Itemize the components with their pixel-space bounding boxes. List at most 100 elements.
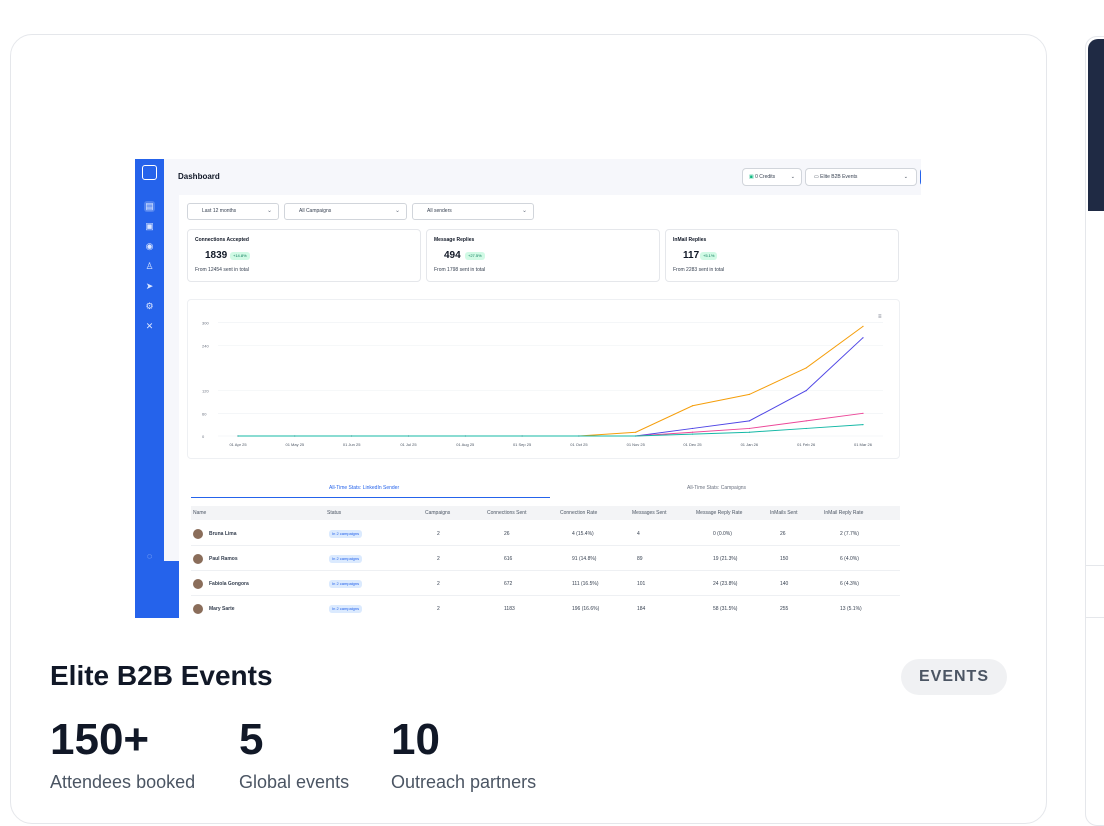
- preview-sidebar: ▤ ▣ ◉ ♙ ➤ ⚙ ✕ ◌: [135, 159, 164, 618]
- x-tick-label: 01 May 25: [285, 442, 304, 447]
- metric-events: 5 Global events: [239, 714, 349, 793]
- data-point: [691, 431, 694, 433]
- tab-linkedin-sender: All-Time Stats: LinkedIn Sender: [329, 485, 400, 491]
- profile-nav-icon: ◉: [145, 241, 154, 251]
- table-cell: 255: [780, 606, 789, 612]
- stat-label: InMail Replies: [673, 237, 707, 243]
- status-badge: In 2 campaigns: [329, 605, 363, 613]
- series-line: [238, 412, 864, 437]
- data-point: [748, 393, 750, 396]
- filter-label: Last 12 months: [202, 208, 237, 214]
- table-cell: 26: [780, 531, 786, 537]
- data-point: [578, 435, 580, 437]
- data-point: [294, 435, 296, 437]
- row-divider: [191, 545, 900, 546]
- data-point: [407, 435, 410, 437]
- stat-label: Connections Accepted: [195, 237, 249, 243]
- data-point: [691, 427, 694, 430]
- briefcase-icon: ▭: [814, 174, 821, 180]
- chevron-down-icon: ⌄: [394, 208, 400, 214]
- chevron-down-icon: ⌄: [903, 174, 908, 180]
- table-cell: 184: [637, 606, 646, 612]
- filter-label: All Campaigns: [299, 208, 332, 214]
- table-cell: 4 (15.4%): [572, 531, 594, 537]
- metric-value: 150+: [50, 715, 150, 764]
- stat-card: InMail Replies 117 +5.1% From 2283 sent …: [665, 229, 899, 282]
- avatar: [193, 579, 203, 589]
- x-tick-label: 01 Mar 26: [854, 442, 873, 447]
- adjacent-card-image: [1088, 39, 1104, 211]
- series-line: [238, 337, 864, 437]
- x-tick-label: 01 Jul 25: [400, 442, 417, 447]
- status-badge: In 2 campaigns: [329, 580, 363, 588]
- table-cell: 89: [637, 556, 643, 562]
- dashboard-nav-icon: ▤: [144, 201, 155, 212]
- data-point: [635, 431, 637, 433]
- stat-value: 117: [683, 250, 700, 261]
- table-cell: 196 (16.6%): [572, 606, 600, 612]
- preview-main: Last 12 months ⌄ All Campaigns ⌄ All sende…: [179, 195, 921, 618]
- workspace-label: Elite B2B Events: [820, 174, 858, 180]
- send-nav-icon: ➤: [145, 281, 154, 291]
- dashboard-screenshot: ▤ ▣ ◉ ♙ ➤ ⚙ ✕ ◌ Dashboard ▣ 0 Credits ⌄ …: [135, 159, 921, 618]
- metric-attendees: 150+ Attendees booked: [50, 714, 195, 793]
- table-cell: 150: [780, 556, 789, 562]
- stat-card: Connections Accepted 1839 +14.8% From 12…: [187, 229, 421, 282]
- data-point: [748, 427, 750, 430]
- avatar: [193, 554, 203, 564]
- status-badge: In 2 campaigns: [329, 530, 363, 538]
- data-point: [862, 412, 864, 414]
- table-cell: 4: [637, 531, 640, 537]
- data-point: [691, 433, 694, 435]
- chevron-down-icon: ⌄: [266, 208, 272, 214]
- preview-header: Dashboard ▣ 0 Credits ⌄ ▭ Elite B2B Even…: [164, 159, 921, 195]
- table-cell: 24 (23.8%): [713, 581, 738, 587]
- credits-icon: ▣: [749, 174, 756, 180]
- data-point: [635, 435, 637, 437]
- sender-name: Fabiola Gongora: [209, 581, 249, 587]
- y-tick-label: 300: [202, 321, 209, 326]
- stat-value: 1839: [205, 250, 228, 261]
- workspace-dropdown: ▭ Elite B2B Events ⌄: [805, 168, 917, 186]
- chevron-down-icon: ⌄: [790, 174, 795, 180]
- filter-label: All senders: [427, 208, 452, 214]
- divider: [1086, 617, 1104, 618]
- stat-label: Message Replies: [434, 237, 475, 243]
- campaign-filter: All Campaigns ⌄: [284, 203, 407, 220]
- table-cell: 13 (5.1%): [840, 606, 862, 612]
- metric-value: 10: [391, 715, 440, 764]
- y-tick-label: 0: [202, 434, 205, 439]
- stat-card: Message Replies 494 +27.5% From 1798 sen…: [426, 229, 660, 282]
- category-tag[interactable]: EVENTS: [901, 659, 1007, 695]
- column-header: Status: [327, 510, 342, 516]
- tools-nav-icon: ✕: [145, 321, 154, 331]
- x-tick-label: 01 Aug 25: [456, 442, 475, 447]
- data-point: [521, 435, 523, 437]
- column-header: Connection Rate: [560, 510, 598, 516]
- series-line: [238, 424, 864, 437]
- table-cell: 26: [504, 531, 510, 537]
- data-point: [862, 325, 864, 327]
- column-header: Message Reply Rate: [696, 510, 743, 516]
- table-cell: 616: [504, 556, 513, 562]
- help-icon: ◐: [920, 168, 921, 186]
- row-divider: [191, 595, 900, 596]
- table-cell: 19 (21.3%): [713, 556, 738, 562]
- metric-value: 5: [239, 715, 264, 764]
- inbox-nav-icon: ▣: [145, 221, 154, 231]
- stat-value: 494: [444, 250, 461, 261]
- table-cell: 58 (31.5%): [713, 606, 738, 612]
- active-tab-indicator: [191, 497, 550, 498]
- stat-badge: +27.5%: [465, 252, 485, 260]
- data-point: [351, 435, 353, 437]
- table-cell: 6 (4.3%): [840, 581, 859, 587]
- column-header: InMails Sent: [770, 510, 798, 516]
- column-header: Messages Sent: [632, 510, 667, 516]
- sender-name: Bruna Lima: [209, 531, 237, 537]
- credits-dropdown: ▣ 0 Credits ⌄: [742, 168, 802, 186]
- sender-name: Mary Sarte: [209, 606, 235, 612]
- support-icon: ◌: [146, 551, 153, 561]
- data-point: [862, 337, 864, 339]
- stat-subtext: From 12454 sent in total: [195, 267, 249, 273]
- x-tick-label: 01 Feb 26: [797, 442, 816, 447]
